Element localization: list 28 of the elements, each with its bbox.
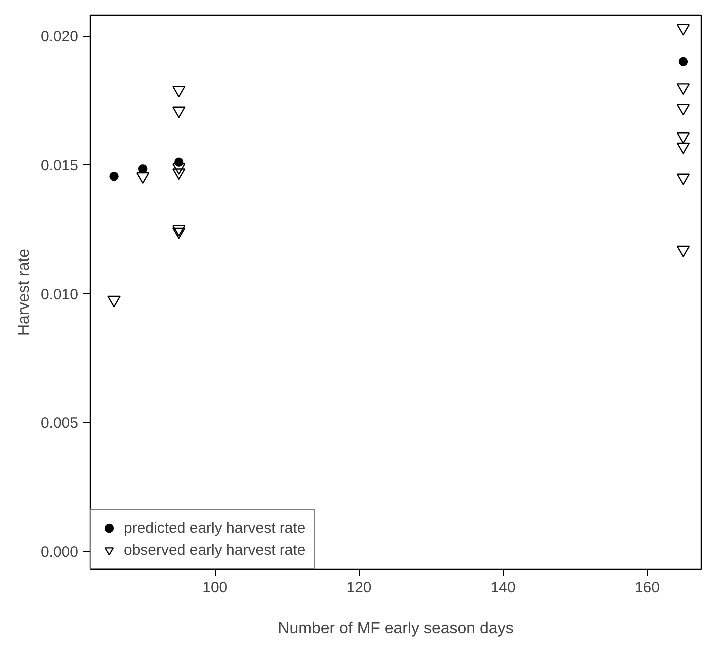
point: [136, 172, 150, 184]
point: [172, 106, 186, 118]
point: [676, 174, 690, 186]
point: [676, 24, 690, 36]
x-tick-label: 160: [634, 580, 660, 596]
legend-label: predicted early harvest rate: [124, 520, 306, 536]
legend-label: observed early harvest rate: [124, 542, 306, 558]
point: [676, 104, 690, 116]
y-tick-label: 0.015: [40, 157, 79, 174]
y-tick-label: 0.010: [40, 286, 79, 304]
point: [108, 296, 121, 308]
point: [172, 225, 186, 237]
y-tick-label: 0.020: [40, 28, 79, 46]
y-axis-title: Harvest rate: [16, 248, 33, 336]
point: [676, 132, 690, 144]
y-tick-label: 0.005: [40, 415, 79, 432]
point: [172, 168, 186, 180]
x-tick-label: 140: [490, 580, 516, 596]
point: [676, 246, 690, 258]
point: [172, 163, 186, 176]
point: [676, 142, 690, 154]
point: [172, 228, 186, 240]
point: [676, 84, 690, 96]
x-tick-label: 120: [346, 580, 372, 596]
x-tick-label: 100: [202, 580, 228, 596]
y-tick-label: 0.000: [40, 544, 79, 561]
x-axis-title: Number of MF early season days: [278, 620, 514, 638]
point: [172, 86, 186, 98]
